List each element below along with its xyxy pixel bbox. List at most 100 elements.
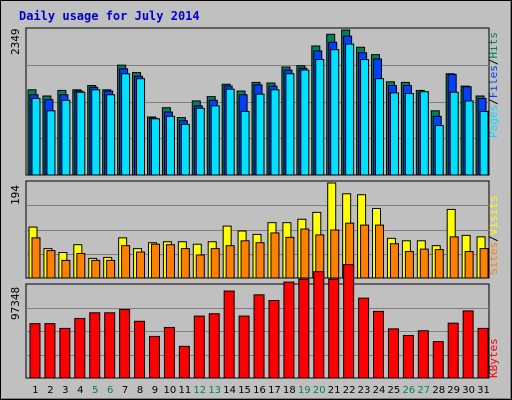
sites-bar-28 [434, 249, 444, 279]
kbytes-legend: KBytes [487, 338, 500, 378]
legend-slash: / [487, 235, 500, 242]
sites-bar-23 [360, 224, 370, 279]
kbytes-bar-30 [462, 310, 474, 379]
kbytes-bar-27 [417, 330, 429, 379]
kbytes-bar-2 [44, 323, 56, 379]
kbytes-bar-7 [119, 308, 131, 379]
pages-bar-29 [449, 91, 459, 176]
legend-slash: / [487, 98, 500, 105]
pages-bar-21 [330, 49, 340, 176]
sites-bar-10 [165, 244, 175, 279]
kbytes-bar-5 [89, 312, 101, 379]
pages-bar-22 [345, 43, 355, 176]
day-label-7: 7 [122, 385, 128, 396]
sites-bar-12 [195, 254, 205, 279]
pages-bar-15 [240, 110, 250, 176]
kbytes-bar-28 [432, 341, 444, 379]
day-label-18: 18 [283, 385, 296, 396]
kbytes-bar-10 [163, 326, 175, 379]
day-label-13: 13 [208, 385, 221, 396]
day-label-17: 17 [268, 385, 281, 396]
pages-bar-26 [404, 93, 414, 176]
day-label-14: 14 [223, 385, 236, 396]
kbytes-bar-3 [59, 327, 71, 379]
pages-bar-28 [434, 125, 444, 176]
day-label-26: 26 [402, 385, 415, 396]
sites-bar-29 [449, 236, 459, 279]
sites-bar-30 [464, 251, 474, 279]
pages-bar-27 [419, 91, 429, 176]
sites-bar-7 [121, 245, 131, 279]
pages-bar-18 [285, 73, 295, 176]
pages-bar-5 [91, 89, 101, 176]
sites-bar-1 [31, 237, 41, 279]
sites-bar-11 [180, 248, 190, 279]
sites-bar-13 [210, 248, 220, 279]
sites-bar-31 [479, 248, 489, 279]
sites-bar-15 [240, 240, 250, 279]
pages-bar-4 [76, 91, 86, 176]
kbytes-bar-6 [104, 312, 116, 379]
pages-bar-25 [389, 92, 399, 176]
pages-bar-6 [106, 94, 116, 176]
day-label-30: 30 [462, 385, 475, 396]
kbytes-bar-16 [253, 294, 265, 379]
pages-bar-20 [315, 59, 325, 176]
kbytes-bar-8 [134, 320, 146, 379]
day-label-22: 22 [343, 385, 356, 396]
kbytes-bar-21 [328, 278, 340, 379]
kbytes-axis-legend: KBytes [487, 338, 500, 378]
pages-legend: Pages [487, 105, 500, 138]
day-label-15: 15 [238, 385, 251, 396]
hits-ymax-label: 2349 [9, 29, 22, 56]
kbytes-bar-9 [148, 335, 160, 379]
sites-bar-3 [61, 259, 71, 279]
day-label-3: 3 [62, 385, 68, 396]
kbytes-bar-1 [29, 323, 41, 379]
chart-title: Daily usage for July 2014 [19, 9, 200, 23]
pages-bar-24 [375, 78, 385, 176]
kbytes-bar-12 [193, 315, 205, 379]
kbytes-bar-4 [74, 317, 86, 379]
svg-text:KBytes: KBytes [487, 338, 500, 378]
sites-bar-27 [419, 248, 429, 279]
kbytes-bar-19 [298, 278, 310, 379]
kbytes-panel [25, 264, 490, 379]
kbytes-bar-11 [178, 345, 190, 379]
sites-bar-6 [106, 259, 116, 279]
day-label-19: 19 [298, 385, 311, 396]
sites-bar-24 [375, 224, 385, 279]
visits-ymax-label: 194 [9, 185, 22, 205]
kbytes-bar-17 [268, 300, 280, 379]
sites-bar-21 [330, 229, 340, 279]
day-label-2: 2 [47, 385, 53, 396]
sites-bar-26 [404, 251, 414, 279]
day-axis-labels: 1 2 3 4 5 6 7 8 9 10 11 12 13 14 15 16 17 18 19 20 21 22 23 24 2… [32, 385, 490, 396]
day-label-24: 24 [373, 385, 386, 396]
sites-bar-25 [389, 243, 399, 279]
day-label-29: 29 [447, 385, 460, 396]
kbytes-bar-13 [208, 313, 220, 379]
hits-legend: Hits [487, 32, 500, 59]
sites-bar-14 [225, 245, 235, 279]
pages-bar-16 [255, 93, 265, 176]
kbytes-bar-26 [402, 334, 414, 379]
pages-bar-31 [479, 110, 489, 176]
day-label-25: 25 [388, 385, 401, 396]
day-label-16: 16 [253, 385, 266, 396]
day-label-21: 21 [328, 385, 341, 396]
day-label-11: 11 [178, 385, 191, 396]
day-label-12: 12 [193, 385, 206, 396]
pages-bar-23 [360, 59, 370, 176]
kbytes-bar-14 [223, 290, 235, 379]
day-label-28: 28 [432, 385, 445, 396]
sites-bar-17 [270, 232, 280, 279]
day-label-8: 8 [137, 385, 143, 396]
day-label-31: 31 [477, 385, 490, 396]
day-label-23: 23 [358, 385, 371, 396]
day-label-5: 5 [92, 385, 98, 396]
visits-axis-legend: Sites/Visits [487, 196, 500, 276]
day-label-27: 27 [417, 385, 430, 396]
pages-bar-2 [46, 110, 56, 176]
pages-bar-13 [210, 105, 220, 176]
